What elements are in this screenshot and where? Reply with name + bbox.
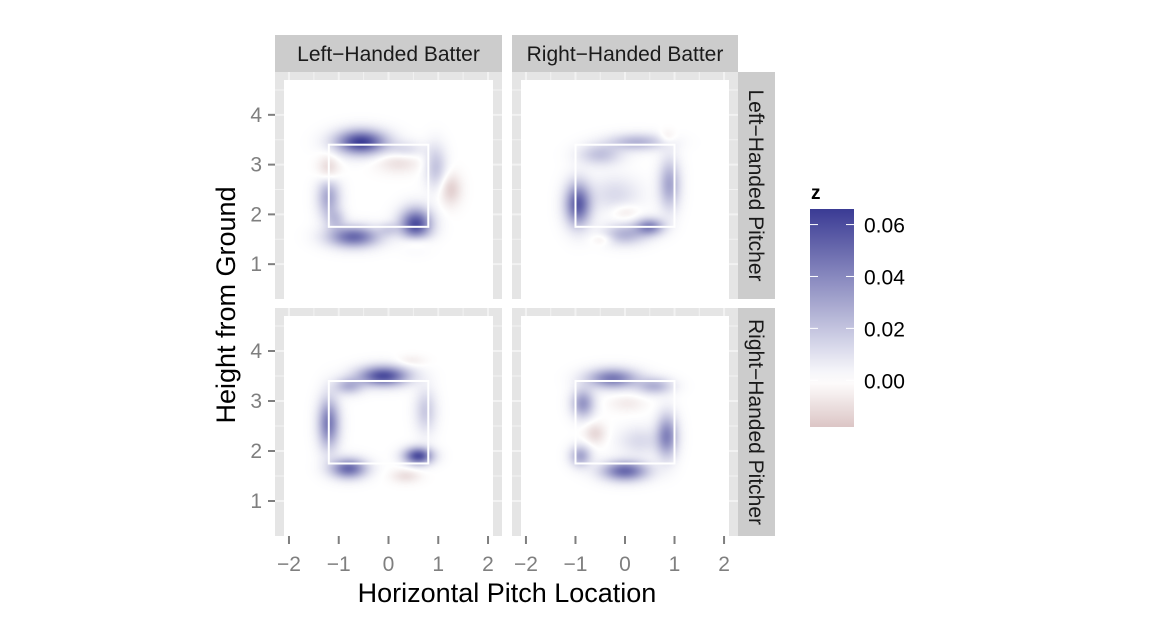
panels-layer bbox=[275, 72, 738, 536]
y-tick-label: 4 bbox=[250, 104, 262, 127]
x-axis-title: Horizontal Pitch Location bbox=[358, 578, 657, 608]
column-strip-2: Right−Handed Batter bbox=[512, 35, 738, 72]
x-tick-label: 1 bbox=[669, 553, 681, 576]
strip-background bbox=[275, 35, 502, 72]
panel-2-2 bbox=[512, 308, 738, 536]
strip-background bbox=[738, 308, 775, 536]
heatmap-raster bbox=[521, 80, 729, 299]
legend-break-label: 0.00 bbox=[864, 370, 905, 393]
facet-strips: Left−Handed Batter Right−Handed Batter Lef… bbox=[275, 35, 775, 536]
legend-title: z bbox=[811, 183, 821, 204]
x-tick-label: −1 bbox=[327, 553, 351, 576]
y-tick-label: 3 bbox=[250, 154, 262, 177]
x-tick-label: 1 bbox=[432, 553, 444, 576]
x-tick-label: 2 bbox=[718, 553, 730, 576]
heatmap-raster bbox=[284, 80, 493, 299]
x-tick-label: 0 bbox=[619, 553, 631, 576]
axes: 1 2 3 4 1 2 3 4 −2 −1 0 1 2 −2 −1 0 1 2 bbox=[250, 104, 730, 576]
x-tick-label: −1 bbox=[563, 553, 587, 576]
row-strip-clip: Right−Handed Pitcher bbox=[744, 319, 767, 525]
legend-colorbar bbox=[810, 209, 854, 427]
row-strip-2: Right−Handed Pitcher bbox=[738, 308, 775, 536]
x-tick-label: −2 bbox=[514, 553, 538, 576]
row-strip-clip: Left−Handed Pitcher bbox=[744, 89, 767, 281]
column-strip-1: Left−Handed Batter bbox=[275, 35, 502, 72]
row-strip-1: Left−Handed Pitcher bbox=[738, 72, 775, 299]
color-legend: z 0.00 0.02 0.04 0.06 bbox=[810, 183, 905, 427]
heatmap-raster bbox=[521, 316, 729, 536]
y-axis-title: Height from Ground bbox=[211, 186, 241, 423]
row-strip-label: Right−Handed Pitcher bbox=[744, 319, 767, 525]
x-tick-label: 0 bbox=[383, 553, 395, 576]
y-tick-label: 1 bbox=[250, 490, 262, 513]
legend-break-label: 0.02 bbox=[864, 318, 905, 341]
strike-zone-box bbox=[574, 380, 676, 465]
x-tick-label: 2 bbox=[482, 553, 494, 576]
y-tick-label: 2 bbox=[250, 440, 262, 463]
y-tick-label: 1 bbox=[250, 253, 262, 276]
strip-background bbox=[738, 72, 775, 299]
column-strip-label: Left−Handed Batter bbox=[297, 43, 480, 66]
legend-break-label: 0.06 bbox=[864, 215, 905, 238]
y-tick-label: 3 bbox=[250, 390, 262, 413]
heatmap-raster bbox=[284, 316, 493, 536]
legend-break-label: 0.04 bbox=[864, 266, 905, 289]
panel-1-1 bbox=[275, 72, 502, 299]
strike-zone-box bbox=[574, 143, 676, 228]
strike-zone-box bbox=[327, 380, 430, 465]
x-tick-label: −2 bbox=[277, 553, 301, 576]
panel-2-1 bbox=[275, 308, 502, 536]
column-strip-label: Right−Handed Batter bbox=[527, 43, 724, 66]
strike-zone-box bbox=[327, 143, 430, 228]
strip-background bbox=[512, 35, 738, 72]
y-tick-label: 4 bbox=[250, 340, 262, 363]
panel-1-2 bbox=[512, 72, 738, 299]
y-tick-label: 2 bbox=[250, 203, 262, 226]
row-strip-label: Left−Handed Pitcher bbox=[744, 89, 767, 281]
